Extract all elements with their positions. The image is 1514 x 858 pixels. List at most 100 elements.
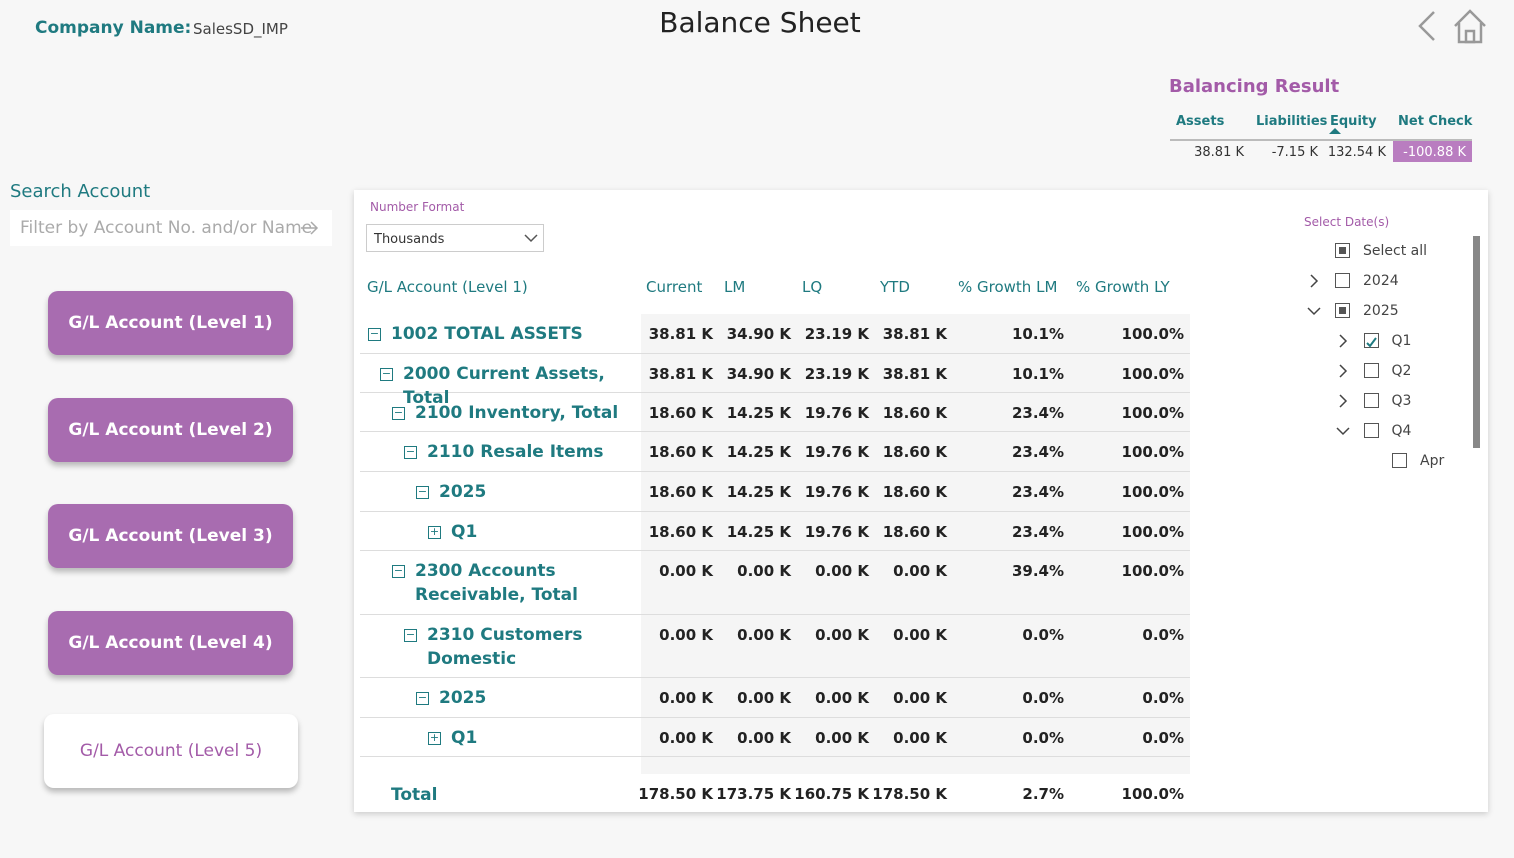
expand-icon[interactable]: + bbox=[428, 731, 441, 745]
slicer-item[interactable]: Q4 bbox=[1391, 423, 1412, 439]
level-button[interactable]: G/L Account (Level 1) bbox=[48, 291, 293, 355]
total-value: 100.0% bbox=[1121, 785, 1184, 803]
row-value: 23.4% bbox=[1011, 523, 1064, 541]
expand-icon[interactable]: − bbox=[404, 628, 417, 642]
total-label: Total bbox=[391, 785, 438, 805]
row-label: 2025 bbox=[439, 482, 487, 502]
checkbox[interactable] bbox=[1363, 363, 1379, 378]
row-value: 0.0% bbox=[1022, 626, 1064, 644]
slicer-item[interactable]: Q3 bbox=[1391, 393, 1412, 409]
column-header[interactable]: % Growth LY bbox=[1076, 278, 1170, 296]
row-value: 0.00 K bbox=[893, 689, 947, 707]
level-button[interactable]: G/L Account (Level 5) bbox=[44, 714, 298, 788]
row-label: 2300 Accounts Receivable, Total bbox=[415, 561, 578, 605]
row-value: 0.00 K bbox=[737, 626, 791, 644]
row-value: 0.00 K bbox=[815, 626, 869, 644]
expand-icon[interactable]: − bbox=[380, 367, 393, 381]
row-value: 0.0% bbox=[1142, 729, 1184, 747]
expand-chevron[interactable] bbox=[1335, 424, 1350, 438]
checkbox[interactable] bbox=[1335, 273, 1350, 288]
slicer-item[interactable]: 2024 bbox=[1363, 273, 1399, 289]
expand-chevron[interactable] bbox=[1336, 394, 1350, 408]
value-area bbox=[641, 314, 1190, 774]
column-header[interactable]: YTD bbox=[880, 278, 910, 296]
row-label: Q1 bbox=[451, 728, 478, 748]
expand-icon[interactable]: − bbox=[368, 327, 381, 341]
expand-icon[interactable]: − bbox=[392, 406, 405, 420]
row-value: 0.00 K bbox=[893, 729, 947, 747]
company-label: Company Name: bbox=[35, 18, 192, 38]
expand-chevron[interactable] bbox=[1336, 364, 1350, 378]
sort-indicator bbox=[1329, 128, 1341, 134]
row-value: 100.0% bbox=[1121, 443, 1184, 461]
row-value: 38.81 K bbox=[882, 365, 947, 383]
level-button[interactable]: G/L Account (Level 4) bbox=[48, 611, 293, 675]
row-value: 18.60 K bbox=[882, 523, 947, 541]
checkbox[interactable] bbox=[1363, 393, 1379, 408]
row-value: 14.25 K bbox=[726, 523, 791, 541]
row-value: 18.60 K bbox=[648, 483, 713, 501]
row-value: 14.25 K bbox=[726, 404, 791, 422]
search-input[interactable]: Filter by Account No. and/or Name bbox=[10, 210, 332, 246]
column-header[interactable]: LQ bbox=[802, 278, 823, 296]
expand-chevron[interactable] bbox=[1307, 304, 1321, 318]
column-header[interactable]: LM bbox=[724, 278, 746, 296]
expand-icon[interactable]: − bbox=[404, 445, 417, 459]
row-value: 18.60 K bbox=[882, 404, 947, 422]
home-icon[interactable] bbox=[1454, 9, 1486, 44]
row-value: 0.00 K bbox=[659, 562, 713, 580]
column-header[interactable]: Current bbox=[646, 278, 703, 296]
row-value: 100.0% bbox=[1121, 523, 1184, 541]
row-value: 38.81 K bbox=[882, 325, 947, 343]
expand-chevron[interactable] bbox=[1307, 274, 1321, 288]
checkbox[interactable] bbox=[1363, 333, 1379, 348]
slicer-item[interactable]: Select all bbox=[1363, 243, 1427, 259]
row-divider bbox=[360, 717, 1190, 718]
row-value: 18.60 K bbox=[648, 443, 713, 461]
expand-icon[interactable]: − bbox=[416, 485, 429, 499]
expand-icon[interactable]: + bbox=[428, 525, 441, 539]
search-arrow[interactable] bbox=[300, 220, 320, 236]
number-format-dropdown[interactable]: Thousands bbox=[366, 224, 544, 252]
row-label: 2100 Inventory, Total bbox=[415, 403, 619, 423]
row-value: 0.0% bbox=[1022, 689, 1064, 707]
level-button[interactable]: G/L Account (Level 3) bbox=[48, 504, 293, 568]
checkbox[interactable] bbox=[1335, 303, 1350, 318]
balance-header: Net Check bbox=[1398, 114, 1473, 129]
slicer-item[interactable]: Q1 bbox=[1391, 333, 1412, 349]
row-value: 23.19 K bbox=[804, 325, 869, 343]
expand-chevron[interactable] bbox=[1336, 334, 1350, 348]
back-icon[interactable] bbox=[1418, 11, 1435, 41]
expand-icon[interactable]: − bbox=[416, 691, 429, 705]
row-value: 0.00 K bbox=[815, 729, 869, 747]
checkbox[interactable] bbox=[1392, 453, 1407, 468]
row-value: 0.00 K bbox=[737, 562, 791, 580]
row-value: 34.90 K bbox=[726, 365, 791, 383]
row-divider bbox=[360, 511, 1190, 512]
column-header[interactable]: % Growth LM bbox=[958, 278, 1058, 296]
level-button[interactable]: G/L Account (Level 2) bbox=[48, 398, 293, 462]
balancing-title: Balancing Result bbox=[1169, 76, 1340, 97]
row-value: 23.4% bbox=[1011, 483, 1064, 501]
row-divider bbox=[360, 431, 1190, 432]
row-divider bbox=[360, 550, 1190, 551]
row-value: 100.0% bbox=[1121, 404, 1184, 422]
row-divider bbox=[360, 392, 1190, 393]
balance-value: 38.81 K bbox=[1194, 145, 1244, 160]
checkbox[interactable] bbox=[1335, 243, 1350, 258]
row-value: 38.81 K bbox=[648, 365, 713, 383]
nav-icons bbox=[1418, 9, 1486, 44]
checkbox[interactable] bbox=[1363, 423, 1379, 438]
slicer-item[interactable]: Q2 bbox=[1391, 363, 1412, 379]
slicer-item[interactable]: Apr bbox=[1420, 453, 1445, 469]
row-value: 19.76 K bbox=[804, 523, 869, 541]
net-check-highlight bbox=[1393, 141, 1472, 162]
row-value: 100.0% bbox=[1121, 562, 1184, 580]
column-header[interactable]: G/L Account (Level 1) bbox=[367, 278, 528, 296]
scrollbar[interactable] bbox=[1473, 236, 1480, 448]
expand-icon[interactable]: − bbox=[392, 564, 405, 578]
row-value: 39.4% bbox=[1011, 562, 1064, 580]
slicer-item[interactable]: 2025 bbox=[1363, 303, 1399, 319]
row-value: 18.60 K bbox=[648, 523, 713, 541]
